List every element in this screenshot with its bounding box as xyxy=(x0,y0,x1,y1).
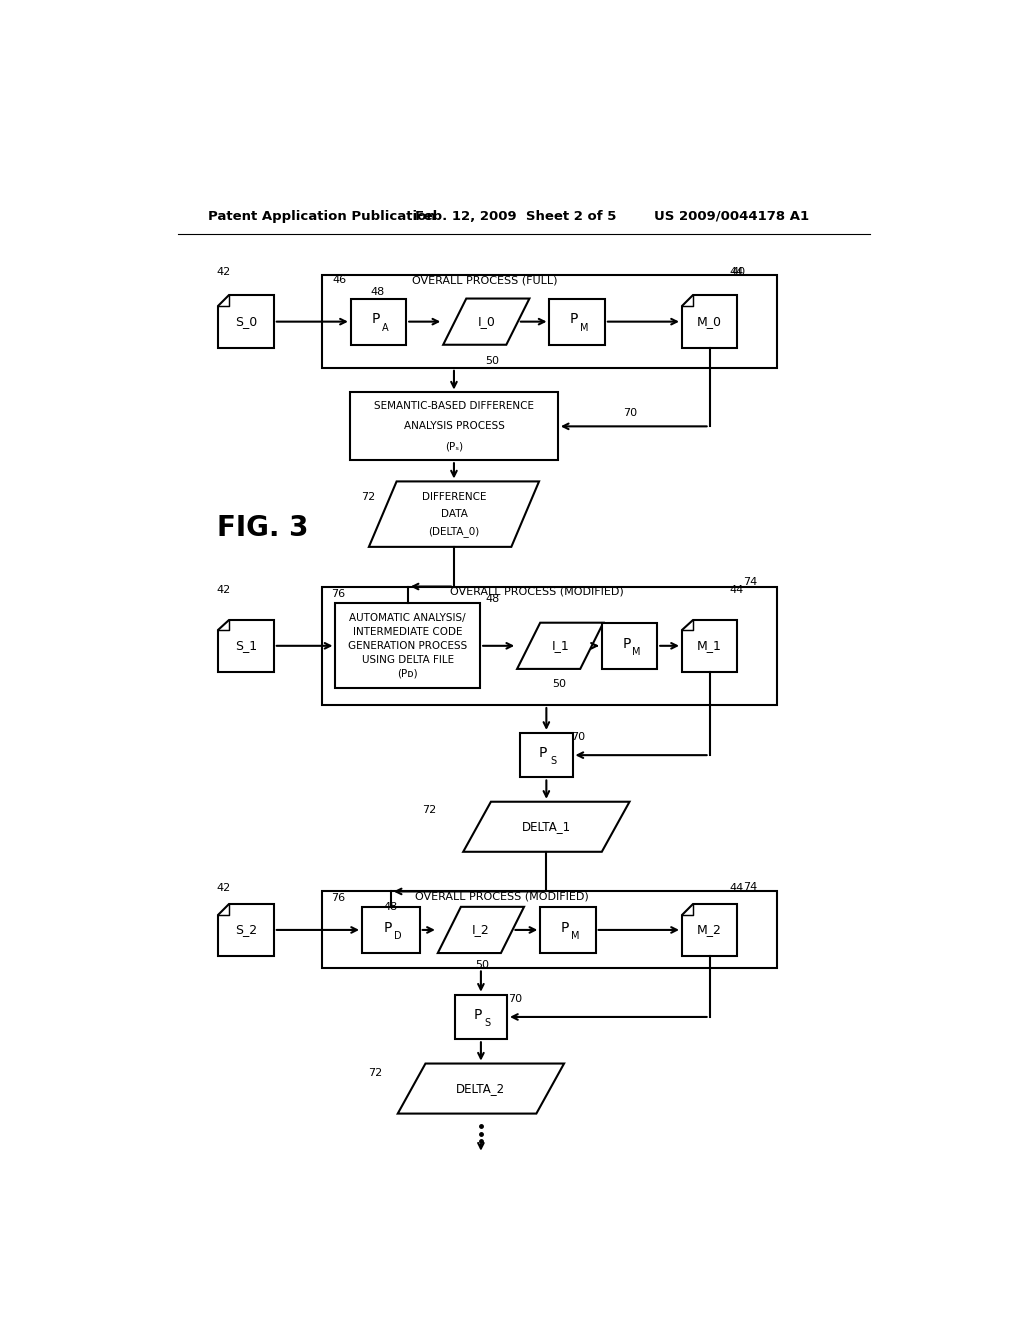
Polygon shape xyxy=(682,619,737,672)
Bar xyxy=(541,907,596,953)
Text: 70: 70 xyxy=(508,994,522,1005)
Polygon shape xyxy=(443,298,529,345)
Text: M_0: M_0 xyxy=(697,315,722,329)
Text: GENERATION PROCESS: GENERATION PROCESS xyxy=(348,640,467,651)
Text: 76: 76 xyxy=(331,892,345,903)
Text: 44: 44 xyxy=(730,585,743,594)
Bar xyxy=(336,603,480,688)
Bar xyxy=(550,298,605,345)
Text: 50: 50 xyxy=(475,960,489,970)
Text: US 2009/0044178 A1: US 2009/0044178 A1 xyxy=(654,210,809,223)
Text: M: M xyxy=(570,931,580,941)
Text: 74: 74 xyxy=(742,882,757,892)
Text: S: S xyxy=(484,1018,490,1028)
Text: Patent Application Publication: Patent Application Publication xyxy=(208,210,435,223)
Bar xyxy=(602,623,657,669)
Text: 46: 46 xyxy=(333,275,346,285)
Text: S_1: S_1 xyxy=(234,639,257,652)
Text: M: M xyxy=(632,647,641,657)
Text: P: P xyxy=(474,1007,482,1022)
Polygon shape xyxy=(438,907,524,953)
Text: 48: 48 xyxy=(383,902,397,912)
Text: 70: 70 xyxy=(571,733,585,742)
Text: I_2: I_2 xyxy=(472,924,489,936)
Text: 72: 72 xyxy=(368,1068,382,1078)
Text: AUTOMATIC ANALYSIS/: AUTOMATIC ANALYSIS/ xyxy=(349,612,466,623)
Bar xyxy=(351,298,407,345)
Text: S: S xyxy=(550,756,556,767)
Bar xyxy=(520,733,572,777)
Bar xyxy=(350,392,558,461)
Text: 72: 72 xyxy=(422,805,436,814)
Text: ANALYSIS PROCESS: ANALYSIS PROCESS xyxy=(403,421,505,432)
Text: I_0: I_0 xyxy=(477,315,496,329)
Text: 42: 42 xyxy=(217,268,231,277)
Polygon shape xyxy=(517,623,603,669)
Text: P: P xyxy=(623,636,631,651)
Bar xyxy=(361,907,420,953)
Text: S_0: S_0 xyxy=(234,315,257,329)
Text: 48: 48 xyxy=(371,288,385,297)
Text: (Pᴅ): (Pᴅ) xyxy=(397,668,418,678)
Text: (Pₛ): (Pₛ) xyxy=(444,441,463,451)
Text: DELTA_2: DELTA_2 xyxy=(457,1082,506,1096)
Text: P: P xyxy=(539,746,548,760)
Text: DIFFERENCE: DIFFERENCE xyxy=(422,492,486,502)
Text: M_2: M_2 xyxy=(697,924,722,936)
Text: M_1: M_1 xyxy=(697,639,722,652)
Text: SEMANTIC-BASED DIFFERENCE: SEMANTIC-BASED DIFFERENCE xyxy=(374,401,534,412)
Text: 44: 44 xyxy=(730,883,743,894)
Text: 76: 76 xyxy=(331,589,345,599)
Text: 70: 70 xyxy=(624,408,638,417)
Text: OVERALL PROCESS (MODIFIED): OVERALL PROCESS (MODIFIED) xyxy=(451,586,624,597)
Polygon shape xyxy=(218,296,273,348)
Text: D: D xyxy=(394,931,401,941)
Text: DATA: DATA xyxy=(440,510,467,519)
Text: USING DELTA FILE: USING DELTA FILE xyxy=(361,655,454,665)
Text: DELTA_1: DELTA_1 xyxy=(522,820,571,833)
Polygon shape xyxy=(682,296,737,348)
Polygon shape xyxy=(397,1064,564,1114)
Text: 74: 74 xyxy=(742,577,757,587)
Text: S_2: S_2 xyxy=(234,924,257,936)
Text: OVERALL PROCESS (MODIFIED): OVERALL PROCESS (MODIFIED) xyxy=(416,891,589,902)
Text: M: M xyxy=(580,323,589,333)
Text: (DELTA_0): (DELTA_0) xyxy=(428,525,479,536)
Text: 42: 42 xyxy=(217,585,231,594)
Polygon shape xyxy=(463,801,630,851)
Text: 44: 44 xyxy=(730,268,743,277)
Text: Feb. 12, 2009  Sheet 2 of 5: Feb. 12, 2009 Sheet 2 of 5 xyxy=(416,210,616,223)
Text: P: P xyxy=(384,920,392,935)
Bar xyxy=(322,276,777,368)
Polygon shape xyxy=(218,904,273,956)
Bar xyxy=(455,995,507,1039)
Text: 72: 72 xyxy=(361,492,376,502)
Text: 50: 50 xyxy=(553,678,566,689)
Text: P: P xyxy=(561,920,569,935)
Text: P: P xyxy=(372,313,380,326)
Text: 50: 50 xyxy=(484,356,499,366)
Text: 42: 42 xyxy=(217,883,231,894)
Text: A: A xyxy=(382,323,389,333)
Text: P: P xyxy=(570,313,579,326)
Bar xyxy=(322,586,777,705)
Polygon shape xyxy=(682,904,737,956)
Text: I_1: I_1 xyxy=(551,639,569,652)
Text: FIG. 3: FIG. 3 xyxy=(217,513,309,543)
Bar xyxy=(322,891,777,969)
Text: 40: 40 xyxy=(731,267,745,277)
Text: OVERALL PROCESS (FULL): OVERALL PROCESS (FULL) xyxy=(412,275,557,285)
Polygon shape xyxy=(218,619,273,672)
Text: INTERMEDIATE CODE: INTERMEDIATE CODE xyxy=(353,627,463,638)
Polygon shape xyxy=(369,482,539,546)
Text: 48: 48 xyxy=(485,594,500,603)
